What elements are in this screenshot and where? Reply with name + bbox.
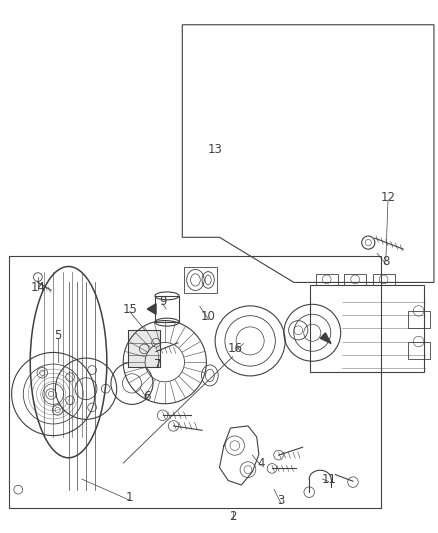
Text: 16: 16 [227, 342, 242, 356]
Text: 9: 9 [159, 295, 166, 308]
Polygon shape [319, 333, 330, 344]
Text: 5: 5 [54, 329, 61, 342]
Bar [407, 311, 428, 328]
Bar [127, 330, 160, 367]
Text: 8: 8 [381, 255, 389, 268]
Text: 7: 7 [154, 358, 162, 372]
Bar [315, 273, 337, 285]
Text: 13: 13 [207, 143, 222, 156]
Text: 10: 10 [201, 311, 215, 324]
Text: 1: 1 [126, 491, 133, 504]
Text: 15: 15 [122, 303, 137, 316]
Bar [309, 285, 423, 372]
Text: 14: 14 [30, 281, 45, 294]
Polygon shape [147, 304, 155, 314]
Text: 2: 2 [228, 510, 236, 523]
Bar [343, 273, 365, 285]
Bar [184, 267, 217, 293]
Text: 6: 6 [143, 390, 151, 403]
Text: 3: 3 [276, 494, 284, 507]
Text: 12: 12 [380, 191, 395, 204]
Text: 4: 4 [257, 457, 264, 470]
Text: 11: 11 [321, 473, 336, 486]
Bar [407, 342, 428, 359]
Bar [372, 273, 394, 285]
Bar [155, 296, 179, 322]
Bar [9, 256, 381, 508]
